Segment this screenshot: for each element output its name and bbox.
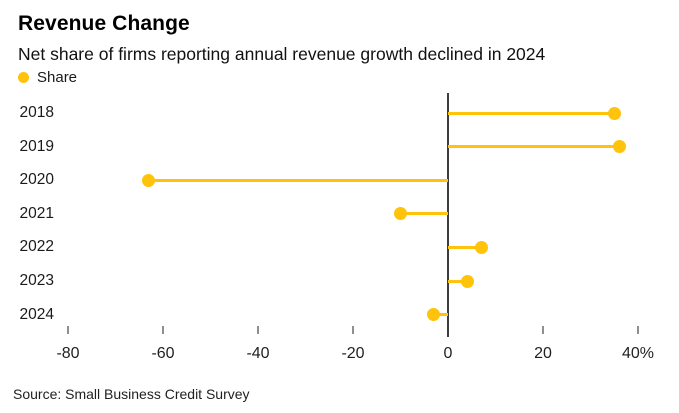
stem-line xyxy=(400,212,448,216)
data-point-dot xyxy=(394,207,407,221)
legend-share-dot-icon xyxy=(18,72,29,83)
stem-line xyxy=(148,178,448,182)
data-point-dot xyxy=(612,140,626,154)
x-axis-tick-label: -80 xyxy=(56,345,80,362)
x-axis-tick-mark xyxy=(67,326,69,334)
stem-line xyxy=(433,313,448,317)
stem-line xyxy=(448,279,467,283)
x-axis-tick-label: 20 xyxy=(534,345,552,362)
stem-line xyxy=(448,111,615,115)
legend-share-label: Share xyxy=(37,69,78,86)
legend: Share xyxy=(18,69,77,86)
data-point-dot xyxy=(460,274,474,288)
source-note: Source: Small Business Credit Survey xyxy=(13,386,250,402)
zero-axis-line xyxy=(447,93,449,337)
chart-subtitle: Net share of firms reporting annual reve… xyxy=(18,44,546,64)
x-axis-tick-mark xyxy=(542,326,544,334)
year-label: 2024 xyxy=(19,305,54,323)
year-label: 2019 xyxy=(19,137,54,155)
data-point-dot xyxy=(474,240,488,254)
x-axis-tick-mark xyxy=(352,326,354,334)
data-point-dot xyxy=(427,308,441,322)
x-axis-tick-label: 40% xyxy=(621,345,655,362)
x-axis-tick-label: -60 xyxy=(151,345,175,362)
x-axis-tick-label: -20 xyxy=(341,345,365,362)
chart-title: Revenue Change xyxy=(18,12,190,35)
x-axis-tick-mark xyxy=(257,326,259,334)
x-axis-tick-label: 0 xyxy=(443,345,453,362)
x-axis-tick-label: -40 xyxy=(246,345,270,362)
stem-line xyxy=(448,145,619,149)
year-label: 2018 xyxy=(19,104,54,121)
data-point-dot xyxy=(607,106,621,120)
year-label: 2022 xyxy=(19,238,54,256)
data-point-dot xyxy=(142,173,156,187)
x-axis-tick-mark xyxy=(162,326,164,334)
year-label: 2021 xyxy=(19,204,54,222)
stem-line xyxy=(448,245,482,249)
year-label: 2023 xyxy=(19,272,54,289)
year-label: 2020 xyxy=(19,171,54,189)
x-axis-tick-mark xyxy=(637,326,639,334)
